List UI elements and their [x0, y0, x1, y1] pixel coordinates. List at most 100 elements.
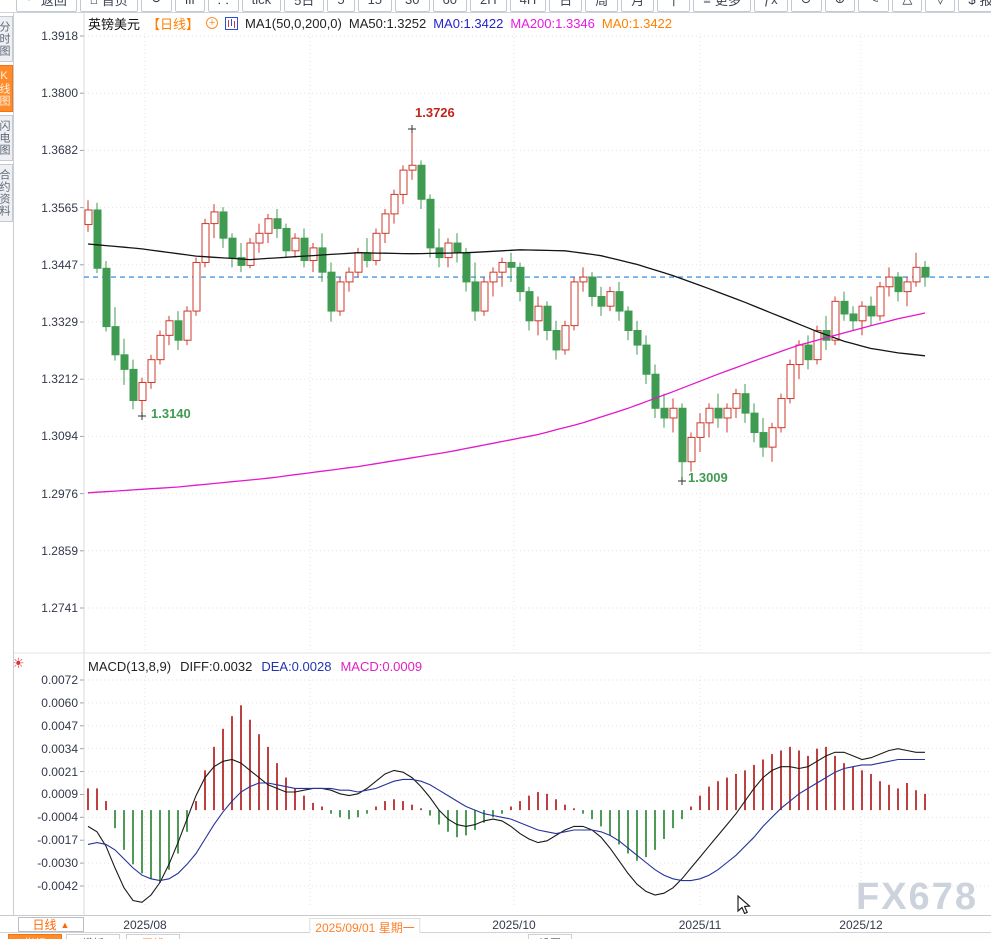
macd-header: MACD(13,8,9) DIFF:0.0032 DEA:0.0028 MACD…	[88, 659, 422, 674]
symbol-name: 英镑美元	[88, 16, 141, 32]
toolbar-button-label: 15	[368, 0, 382, 7]
period-label: 【日线】	[147, 16, 200, 32]
back-icon: ↶	[26, 0, 37, 7]
toolbar-button-报价[interactable]: $ 报价	[958, 0, 991, 12]
price-axis-label: 1.3682	[41, 143, 78, 158]
toolbar-button-tri-down[interactable]: ▽	[925, 0, 956, 12]
toolbar-button-label: 日	[559, 0, 573, 8]
macd-dea-value: DEA:0.0028	[261, 659, 332, 674]
price-axis-label: 1.3565	[41, 200, 78, 215]
toolbar-button-label: 60	[443, 0, 457, 7]
toolbar-button-5日[interactable]: 5日	[284, 0, 325, 12]
toolbar-button-月[interactable]: 月	[621, 0, 655, 12]
refresh-icon: ↻	[151, 0, 162, 7]
watermark: FX678	[856, 876, 978, 918]
macd-axis-label: -0.0042	[37, 879, 78, 893]
sidebar-tab-分时图[interactable]: 分时图	[0, 16, 13, 62]
toolbar-button-refresh[interactable]: ↻	[140, 0, 172, 12]
macd-axis-label: -0.0030	[37, 856, 78, 871]
price-axis-label: 1.3800	[41, 86, 78, 101]
macd-axis-label: 0.0034	[41, 741, 78, 756]
zoom-in-icon: ⊕	[835, 0, 846, 7]
x-axis-row	[0, 915, 991, 933]
toolbar-button-pencil[interactable]: ✎	[858, 0, 890, 12]
price-axis-label: 1.2741	[41, 601, 78, 615]
price-annotation: 1.3009	[688, 470, 728, 485]
toolbar-button-label: 周	[595, 0, 609, 8]
ma200-value: MA200:1.3346	[510, 15, 595, 31]
ma-settings: MA1(50,0,200,0)	[245, 15, 342, 31]
toolbar-button-sliders[interactable]: ⸬	[207, 0, 239, 12]
price-axis-label: 1.3447	[41, 257, 78, 272]
toolbar-button-label: 报价	[979, 0, 991, 8]
macd-name: MACD(13,8,9)	[88, 659, 172, 674]
toolbar-button-tri-up[interactable]: △	[892, 0, 923, 12]
toolbar-button-label: 十	[667, 0, 681, 8]
toolbar-button-周[interactable]: 周	[585, 0, 619, 12]
price-axis-label: 1.2859	[41, 543, 78, 558]
toolbar-button-4H[interactable]: 4H	[509, 0, 547, 12]
toolbar-button-5[interactable]: 5	[327, 0, 355, 12]
macd-macd-value: MACD:0.0009	[340, 659, 423, 674]
toolbar-button-label: 5日	[294, 0, 315, 8]
period-selector-label: 日线	[32, 918, 57, 932]
toolbar-button-label: 5	[337, 0, 344, 7]
ma0-orange-value: MA0:1.3422	[601, 15, 673, 31]
toolbar-button-返回[interactable]: ↶返回	[16, 0, 77, 12]
sidebar-tab-K线图[interactable]: K线图	[0, 65, 13, 112]
toolbar-button-bars[interactable]: ılı	[174, 0, 205, 12]
toolbar-button-15[interactable]: 15	[357, 0, 393, 12]
bottom-tab-指标[interactable]: 指标	[8, 934, 62, 939]
bottom-tab-设置[interactable]: 设置	[528, 934, 572, 939]
ma50-value: MA50:1.3252	[348, 15, 427, 31]
x-axis-label: 2025/08	[123, 918, 167, 932]
toolbar-button-label: 4H	[520, 0, 537, 7]
zoom-out-icon: ⊖	[801, 0, 812, 7]
price-annotation: 1.3726	[415, 105, 455, 120]
toolbar-button-zoom-in[interactable]: ⊕	[824, 0, 856, 12]
toolbar-divider	[0, 12, 991, 13]
period-selector[interactable]: 日线 ▲	[18, 917, 84, 932]
toolbar-button-30[interactable]: 30	[395, 0, 430, 12]
toolbar-button-ƒx[interactable]: ƒx	[753, 0, 788, 12]
price-annotation: 1.3140	[151, 406, 191, 421]
toolbar-button-十[interactable]: 十	[657, 0, 691, 12]
bottom-tab-画线[interactable]: 画线	[126, 934, 180, 939]
price-axis-label: 1.3329	[41, 315, 78, 329]
price-axis-label: 1.3212	[41, 372, 78, 387]
toolbar-button-tick[interactable]: tick	[241, 0, 282, 12]
tri-down-icon: ▽	[935, 0, 945, 7]
toolbar-button-60[interactable]: 60	[432, 0, 467, 12]
sidebar-tab-闪电图[interactable]: 闪电图	[0, 115, 13, 161]
price-axis-label: 1.3094	[41, 429, 78, 444]
dollar-icon: $	[968, 0, 975, 7]
toolbar-button-label: 返回	[40, 0, 67, 8]
toolbar-button-label: tick	[252, 0, 272, 7]
toolbar-button-label: 月	[631, 0, 645, 8]
toolbar-button-label: ƒx	[764, 0, 778, 7]
pencil-icon: ✎	[868, 0, 879, 7]
indicator-settings-icon[interactable]: +	[206, 17, 219, 29]
toolbar-button-更多[interactable]: ≡更多	[693, 0, 751, 12]
macd-axis-label: -0.0017	[37, 833, 78, 848]
home-icon: ⌂	[90, 0, 98, 7]
sidebar-tab-合约资料[interactable]: 合约资料	[0, 164, 13, 222]
ma0-blue-value: MA0:1.3422	[433, 15, 504, 31]
toolbar-button-首页[interactable]: ⌂首页	[79, 0, 138, 12]
toolbar-button-2H[interactable]: 2H	[469, 0, 507, 12]
top-toolbar: ↶返回⌂首页↻ılı⸬tick5日51530602H4H日周月十≡更多ƒx⊖⊕✎…	[16, 0, 991, 12]
macd-axis-label: 0.0021	[41, 764, 78, 779]
price-axis-label: 1.3918	[41, 29, 78, 43]
price-axis-label: 1.2976	[41, 486, 78, 501]
toolbar-button-日[interactable]: 日	[549, 0, 583, 12]
toolbar-button-label: 30	[405, 0, 419, 7]
macd-settings-icon[interactable]: ☀	[12, 656, 25, 672]
kline-icon[interactable]	[225, 16, 239, 30]
macd-axis-label: -0.0004	[37, 810, 78, 825]
toolbar-button-zoom-out[interactable]: ⊖	[790, 0, 822, 12]
x-axis-label: 2025/11	[678, 918, 722, 932]
bottom-tab-模板[interactable]: 模板	[66, 934, 120, 939]
macd-axis-label: 0.0009	[41, 787, 78, 802]
menu-icon: ≡	[703, 0, 711, 7]
